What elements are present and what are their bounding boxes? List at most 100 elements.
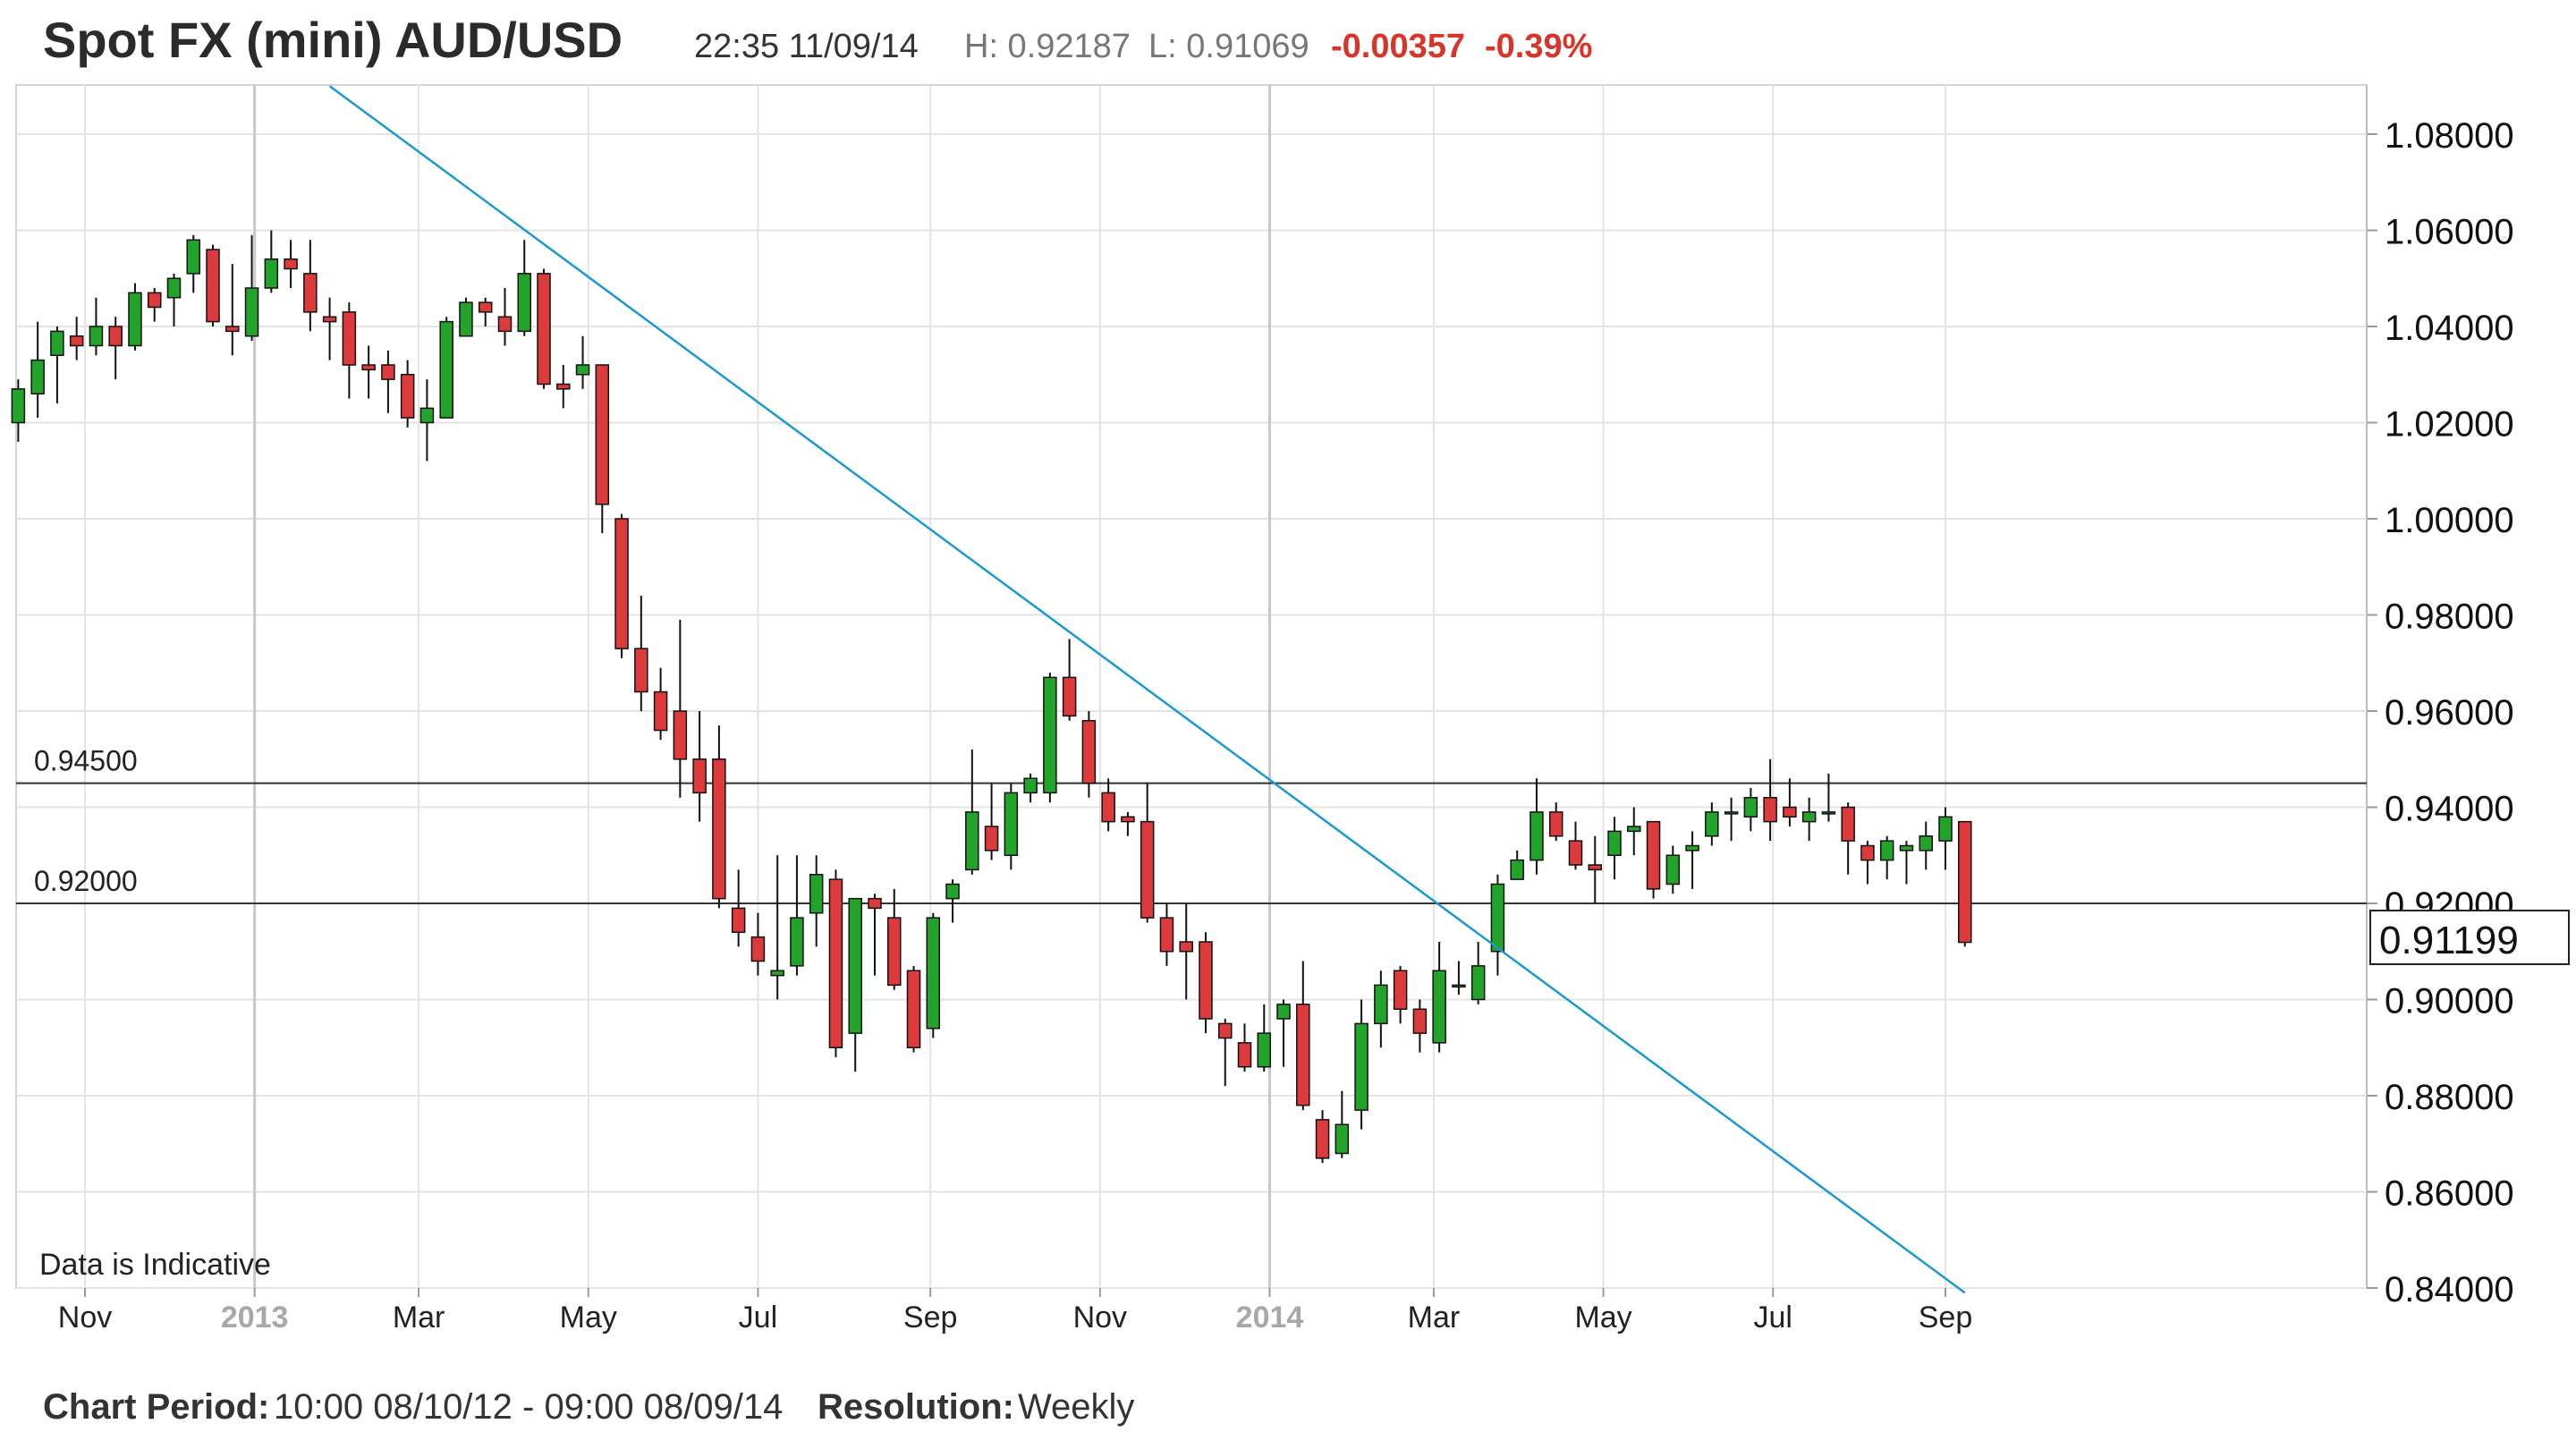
grid-lines xyxy=(16,85,2367,1289)
candle-body xyxy=(926,917,941,1030)
candle xyxy=(342,302,357,399)
x-tick-label: May xyxy=(560,1301,617,1335)
candle-body xyxy=(1179,941,1193,953)
candle-body xyxy=(1062,676,1077,717)
candle-body xyxy=(1646,820,1661,890)
candle-body xyxy=(1627,826,1641,833)
candle xyxy=(186,234,201,293)
candle-body xyxy=(1335,1123,1350,1155)
candle xyxy=(926,912,941,1038)
candle xyxy=(575,335,590,389)
chart-title: Spot FX (mini) AUD/USD xyxy=(43,12,623,68)
candle xyxy=(1705,802,1719,846)
candle-body xyxy=(69,335,84,347)
horizontal-levels: 0.94500 0.92000 xyxy=(16,745,2367,904)
candle-body xyxy=(575,364,590,376)
candle-body xyxy=(1607,830,1622,856)
candle-body xyxy=(750,936,766,962)
candle xyxy=(1646,820,1661,899)
y-tick-label: 0.96000 xyxy=(2385,693,2514,733)
candle-body xyxy=(868,897,882,910)
candle-body xyxy=(1958,820,1972,944)
x-tick-label: May xyxy=(1574,1301,1631,1335)
candle-body xyxy=(264,258,279,289)
candle xyxy=(400,360,415,428)
candle-body xyxy=(361,364,376,371)
candle xyxy=(1296,961,1310,1111)
candle-body xyxy=(497,316,513,333)
candle-body xyxy=(517,273,531,333)
candle-body xyxy=(653,691,668,732)
y-tick-label: 0.84000 xyxy=(2385,1270,2514,1309)
candle xyxy=(1919,821,1933,870)
candle-body xyxy=(1568,840,1583,866)
y-tick-label: 0.88000 xyxy=(2385,1078,2514,1117)
resolution-label: Resolution: xyxy=(818,1387,1014,1427)
candle xyxy=(1354,999,1368,1130)
candle xyxy=(206,244,220,326)
candle-body xyxy=(206,249,220,323)
candle-body xyxy=(965,811,979,871)
candle xyxy=(1140,783,1155,923)
candle xyxy=(1179,903,1193,1000)
candle xyxy=(595,364,610,534)
candle-body xyxy=(1257,1032,1272,1068)
candle-body xyxy=(30,359,45,394)
candle-body xyxy=(1452,984,1466,988)
candle xyxy=(89,297,104,356)
candle xyxy=(848,897,862,1072)
candle-body xyxy=(1938,816,1953,842)
candle-body xyxy=(887,917,902,987)
resolution-value: Weekly xyxy=(1018,1387,1134,1427)
candle xyxy=(244,234,259,342)
candle xyxy=(1860,841,1875,885)
candle xyxy=(1490,874,1505,976)
candle xyxy=(361,345,376,399)
candle-body xyxy=(1043,676,1057,794)
candle-body xyxy=(1412,1008,1428,1034)
candle xyxy=(1685,831,1699,889)
candle-body xyxy=(537,273,551,386)
candle xyxy=(147,288,162,322)
candle xyxy=(1938,807,1953,870)
candle xyxy=(1841,802,1855,875)
y-tick-label: 1.06000 xyxy=(2385,213,2514,252)
y-tick-label: 0.86000 xyxy=(2385,1174,2514,1214)
candle xyxy=(1530,778,1544,875)
candle-body xyxy=(1530,811,1544,861)
y-tick-label: 0.94000 xyxy=(2385,790,2514,829)
candle-body xyxy=(303,273,318,313)
candle xyxy=(1452,961,1466,996)
candle xyxy=(1043,673,1057,803)
candle xyxy=(128,283,142,351)
quote-change-pct: -0.39% xyxy=(1485,28,1592,65)
price-axis: 1.08000 1.06000 1.04000 1.02000 1.00000 0.980… xyxy=(2367,116,2514,1309)
candle xyxy=(692,711,707,822)
candle xyxy=(1237,1023,1252,1072)
candle-body xyxy=(556,383,571,390)
candle-body xyxy=(1763,797,1777,823)
quote-change: -0.00357 xyxy=(1331,28,1465,65)
candle-body xyxy=(1919,835,1933,852)
candle xyxy=(1276,999,1291,1067)
candle xyxy=(965,750,979,875)
candle xyxy=(1899,841,1914,885)
candle xyxy=(30,321,45,419)
indicative-note: Data is Indicative xyxy=(39,1248,271,1282)
candle xyxy=(1607,817,1622,880)
candle xyxy=(790,855,804,976)
candle xyxy=(1412,999,1428,1053)
candle-body xyxy=(400,374,415,419)
candle-body xyxy=(1276,1004,1291,1020)
candle xyxy=(50,326,64,403)
candle xyxy=(284,240,298,288)
candle-body xyxy=(945,883,960,900)
candle-body xyxy=(1470,965,1486,1001)
level-label: 0.92000 xyxy=(34,865,138,897)
candle xyxy=(887,888,902,990)
candle-body xyxy=(1665,854,1681,885)
y-tick-label: 1.08000 xyxy=(2385,116,2514,156)
candle xyxy=(1568,821,1583,870)
candle xyxy=(1335,1090,1350,1158)
